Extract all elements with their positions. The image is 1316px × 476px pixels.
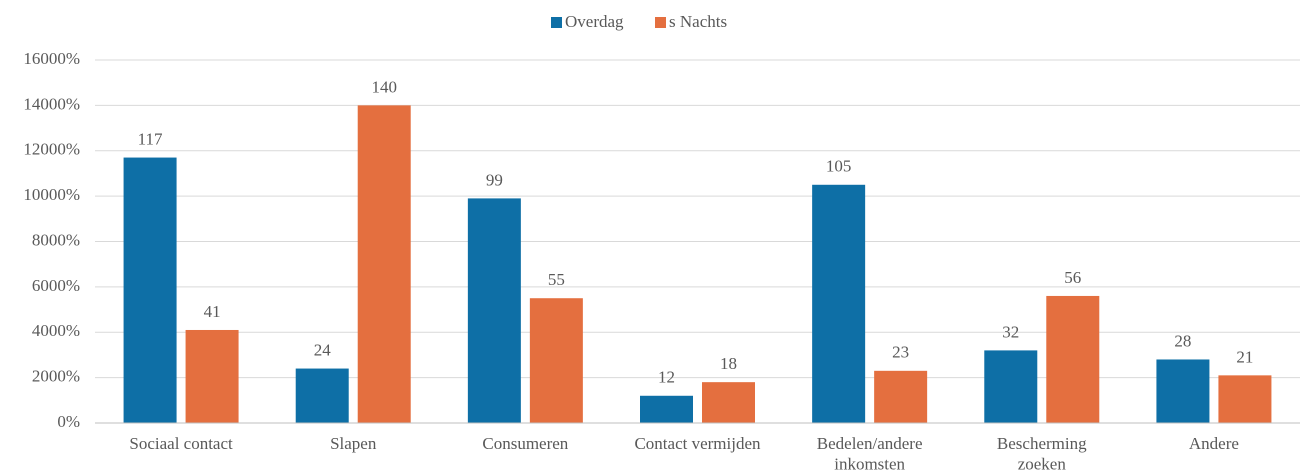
data-label: 55 <box>548 270 565 289</box>
y-tick-label: 16000% <box>23 49 80 68</box>
legend-label: Overdag <box>565 12 624 31</box>
bar <box>640 395 693 423</box>
data-label: 21 <box>1236 347 1253 366</box>
y-tick-label: 10000% <box>23 185 80 204</box>
bar <box>812 184 866 423</box>
y-tick-label: 6000% <box>32 276 80 295</box>
x-tick-label: Sociaal contact <box>129 434 233 453</box>
data-label: 140 <box>371 77 397 96</box>
y-tick-label: 4000% <box>32 321 80 340</box>
bar <box>1218 375 1272 423</box>
bar <box>295 368 349 423</box>
bar <box>702 382 755 423</box>
bar <box>123 157 177 423</box>
legend-swatch <box>551 17 562 28</box>
bar <box>185 329 239 423</box>
legend-label: s Nachts <box>669 12 727 31</box>
data-label: 56 <box>1064 268 1081 287</box>
x-tick-label: Consumeren <box>482 434 568 453</box>
data-label: 41 <box>204 302 221 321</box>
data-label: 12 <box>658 368 675 387</box>
bar <box>1156 359 1210 423</box>
legend-swatch <box>655 17 666 28</box>
data-label: 105 <box>826 157 852 176</box>
data-label: 23 <box>892 343 909 362</box>
y-tick-label: 14000% <box>23 94 80 113</box>
x-tick-label: Bedelen/andere inkomsten <box>817 434 923 473</box>
y-tick-label: 2000% <box>32 367 80 386</box>
data-label: 117 <box>138 129 163 148</box>
y-tick-label: 12000% <box>23 140 80 159</box>
bar <box>357 105 411 423</box>
bar <box>1046 295 1100 423</box>
bar <box>874 370 928 423</box>
bar <box>467 198 521 423</box>
data-label: 24 <box>314 340 332 359</box>
x-tick-label: Bescherming zoeken <box>997 434 1087 473</box>
y-tick-label: 0% <box>57 412 80 431</box>
y-tick-label: 8000% <box>32 230 80 249</box>
x-tick-label: Slapen <box>330 434 377 453</box>
x-tick-label: Andere <box>1189 434 1239 453</box>
data-label: 28 <box>1174 331 1191 350</box>
data-label: 32 <box>1002 322 1019 341</box>
data-label: 18 <box>720 354 737 373</box>
data-label: 99 <box>486 170 503 189</box>
bar <box>984 350 1038 423</box>
x-tick-label: Contact vermijden <box>634 434 761 453</box>
bar <box>529 298 583 423</box>
